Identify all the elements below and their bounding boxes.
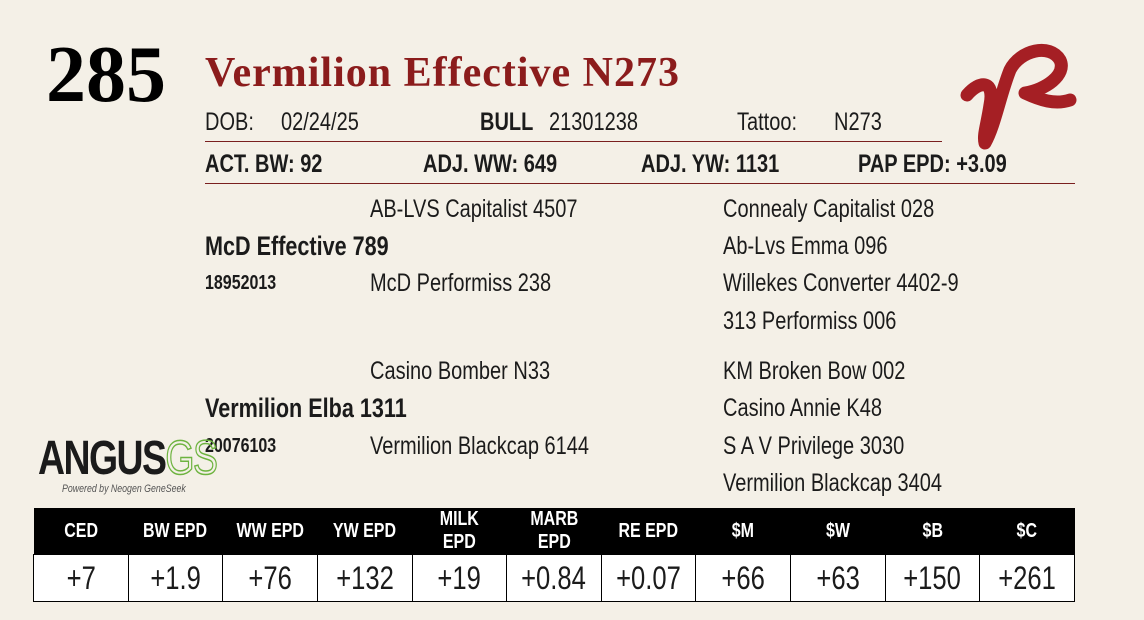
epd-header-text: $B (922, 519, 943, 542)
info-value: 02/24/25 (281, 108, 359, 136)
stat-label: ADJ. YW: (641, 150, 731, 178)
stat-value: +3.09 (956, 150, 1007, 178)
epd-cell: +66 (695, 554, 791, 602)
logo-text: ANGUS (38, 432, 167, 485)
lot-number: 285 (46, 31, 166, 119)
brand-logo (960, 44, 1077, 150)
sire-name: McD Effective 789 (205, 231, 389, 261)
epd-header-text: YW EPD (333, 519, 397, 542)
info-label: BULL (480, 108, 534, 136)
epd-header: $B (885, 508, 980, 555)
dam-dam: Vermilion Blackcap 6144 (370, 432, 590, 460)
info-label: DOB: (205, 108, 254, 136)
divider (205, 183, 1075, 184)
divider (205, 141, 942, 142)
info-value: N273 (834, 108, 882, 136)
epd-value-row: +7 +1.9 +76 +132 +19 +0.84 +0.07 +66 +63 +150 +261 (33, 554, 1075, 602)
stat: ACT. BW: 92 (205, 149, 322, 179)
stat-label: ADJ. WW: (423, 150, 519, 178)
epd-header: WW EPD (222, 508, 318, 555)
grandparent: Casino Annie K48 (723, 394, 883, 422)
epd-header-text: $C (1016, 519, 1038, 542)
epd-header: $M (695, 508, 791, 555)
grandparent: S A V Privilege 3030 (723, 432, 905, 460)
epd-header-text: MILK EPD (439, 508, 479, 553)
epd-cell: +0.84 (506, 554, 602, 602)
grandparent: Connealy Capitalist 028 (723, 195, 935, 223)
grandparent: KM Broken Bow 002 (723, 357, 906, 385)
epd-value: +261 (998, 559, 1056, 596)
epd-value: +0.07 (616, 559, 681, 596)
epd-header: BW EPD (128, 508, 223, 555)
stat-label: PAP EPD: (858, 150, 951, 178)
logo: ANGUSGS (38, 432, 219, 485)
epd-table: CED BW EPD WW EPD YW EPD MILK EPD MARB EPD RE … (33, 508, 1075, 602)
logo-tagline: Powered by Neogen GeneSeek (62, 483, 186, 495)
epd-cell: +261 (979, 554, 1075, 602)
stat: ADJ. YW: 1131 (641, 149, 779, 179)
epd-cell: +76 (222, 554, 318, 602)
info-label: Tattoo: (737, 108, 798, 136)
sire-reg: 18952013 (205, 272, 277, 294)
animal-name: Vermilion Effective N273 (205, 50, 681, 96)
info-value: 21301238 (549, 108, 638, 136)
epd-header: $W (790, 508, 886, 555)
epd-value: +150 (903, 559, 962, 596)
epd-header: $C (979, 508, 1075, 555)
epd-value: +0.84 (521, 559, 587, 596)
dam-reg: 20076103 (205, 435, 277, 457)
epd-header: MARB EPD (506, 508, 602, 555)
epd-header-text: RE EPD (618, 519, 679, 542)
epd-value: +66 (721, 559, 765, 596)
stat-value: 92 (300, 150, 323, 178)
epd-value: +1.9 (150, 559, 201, 596)
epd-header-row: CED BW EPD WW EPD YW EPD MILK EPD MARB EPD RE … (33, 508, 1075, 555)
epd-cell: +7 (33, 554, 129, 602)
epd-header-text: $W (825, 519, 850, 542)
epd-header: MILK EPD (412, 508, 507, 555)
stat: ADJ. WW: 649 (423, 149, 557, 179)
epd-value: +132 (335, 559, 394, 596)
dam-name: Vermilion Elba 1311 (205, 393, 407, 423)
epd-value: +19 (437, 559, 482, 596)
epd-header: YW EPD (317, 508, 412, 555)
epd-header: RE EPD (601, 508, 696, 555)
stat-value: 649 (523, 150, 558, 178)
epd-cell: +132 (316, 554, 413, 602)
grandparent: Ab-Lvs Emma 096 (723, 232, 888, 260)
epd-cell: +1.9 (127, 554, 224, 602)
epd-cell: +0.07 (600, 554, 697, 602)
epd-cell: +150 (884, 554, 981, 602)
epd-header-text: CED (63, 519, 98, 542)
epd-value: +76 (248, 559, 292, 596)
stat-value: 1131 (735, 150, 780, 178)
epd-value: +7 (66, 559, 96, 596)
epd-cell: +63 (790, 554, 886, 602)
stat: PAP EPD: +3.09 (858, 149, 1007, 179)
epd-header-text: BW EPD (143, 519, 208, 542)
sire-dam: McD Performiss 238 (370, 269, 552, 297)
epd-cell: +19 (411, 554, 508, 602)
grandparent: Willekes Converter 4402-9 (723, 269, 959, 297)
logo-suffix: GS (165, 432, 219, 485)
epd-header-text: MARB EPD (529, 508, 578, 553)
dam-sire: Casino Bomber N33 (370, 357, 551, 385)
stat-label: ACT. BW: (205, 150, 295, 178)
grandparent: Vermilion Blackcap 3404 (723, 469, 943, 497)
epd-header-text: $M (732, 519, 755, 542)
epd-header: CED (33, 508, 129, 555)
sire-sire: AB-LVS Capitalist 4507 (370, 195, 578, 223)
epd-header-text: WW EPD (236, 519, 304, 542)
epd-value: +63 (816, 559, 860, 596)
grandparent: 313 Performiss 006 (723, 307, 897, 335)
